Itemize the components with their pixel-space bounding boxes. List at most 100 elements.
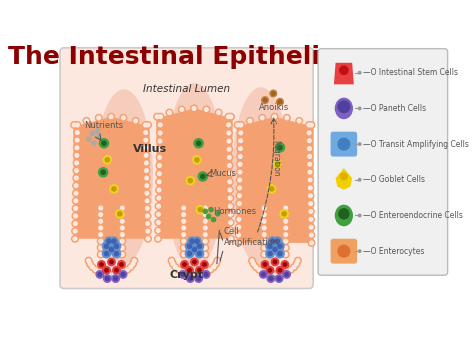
Circle shape (155, 211, 162, 218)
Circle shape (115, 269, 118, 272)
Circle shape (119, 251, 126, 258)
Circle shape (239, 131, 243, 135)
Circle shape (193, 156, 201, 164)
Circle shape (283, 115, 290, 121)
Circle shape (283, 211, 289, 218)
Circle shape (156, 178, 163, 185)
Circle shape (228, 155, 231, 159)
Circle shape (75, 146, 79, 150)
Circle shape (110, 185, 118, 193)
Circle shape (146, 229, 150, 233)
Circle shape (121, 270, 125, 273)
Circle shape (133, 259, 136, 262)
Circle shape (179, 268, 186, 275)
Circle shape (143, 175, 150, 182)
Circle shape (104, 275, 111, 282)
Text: Migration: Migration (271, 140, 280, 177)
Polygon shape (156, 108, 233, 239)
Circle shape (74, 207, 77, 210)
Circle shape (306, 153, 313, 160)
Circle shape (273, 247, 277, 251)
Circle shape (228, 213, 232, 216)
Circle shape (235, 240, 242, 246)
Circle shape (182, 219, 185, 223)
Circle shape (254, 265, 258, 269)
Circle shape (338, 245, 350, 257)
Circle shape (193, 237, 201, 245)
Circle shape (285, 116, 289, 120)
Circle shape (119, 238, 126, 244)
Circle shape (182, 226, 185, 230)
Circle shape (170, 259, 173, 262)
Circle shape (229, 237, 233, 241)
Circle shape (259, 115, 265, 121)
Circle shape (182, 246, 185, 250)
Circle shape (294, 257, 301, 264)
Circle shape (191, 105, 197, 112)
Circle shape (288, 266, 294, 273)
Circle shape (85, 119, 88, 123)
Text: —O Enteroendocrine Cells: —O Enteroendocrine Cells (363, 211, 463, 220)
Circle shape (228, 196, 232, 200)
Circle shape (227, 123, 230, 127)
Circle shape (74, 122, 81, 128)
Circle shape (124, 266, 131, 273)
Circle shape (73, 222, 77, 225)
Circle shape (144, 197, 150, 204)
Circle shape (158, 123, 162, 127)
Circle shape (120, 206, 124, 210)
Circle shape (261, 218, 267, 225)
Circle shape (340, 66, 348, 74)
Circle shape (178, 106, 185, 113)
Circle shape (181, 238, 187, 244)
Circle shape (236, 192, 243, 199)
Circle shape (194, 271, 201, 277)
Circle shape (237, 217, 241, 221)
Circle shape (276, 267, 284, 274)
Circle shape (202, 231, 209, 238)
Circle shape (144, 205, 151, 212)
Circle shape (263, 246, 266, 250)
Circle shape (358, 250, 361, 252)
Circle shape (73, 160, 80, 166)
Circle shape (295, 262, 298, 266)
Circle shape (145, 169, 148, 172)
Circle shape (275, 143, 284, 152)
Circle shape (228, 147, 231, 151)
Circle shape (207, 214, 210, 218)
Circle shape (236, 216, 242, 223)
Circle shape (145, 235, 151, 242)
Circle shape (116, 270, 122, 276)
Text: —O Paneth Cells: —O Paneth Cells (363, 104, 426, 113)
Circle shape (145, 191, 149, 195)
Circle shape (113, 267, 120, 274)
Circle shape (158, 139, 162, 143)
Circle shape (158, 147, 162, 151)
Circle shape (264, 270, 271, 276)
Circle shape (99, 253, 102, 256)
Circle shape (307, 169, 313, 175)
Circle shape (181, 244, 187, 251)
Circle shape (203, 206, 207, 210)
Circle shape (155, 203, 162, 210)
Circle shape (92, 266, 99, 273)
Circle shape (112, 242, 120, 250)
Circle shape (292, 265, 296, 269)
Circle shape (74, 191, 78, 195)
Circle shape (120, 263, 123, 266)
Circle shape (145, 176, 148, 180)
Circle shape (168, 111, 171, 114)
Text: —O Intestinal Stem Cells: —O Intestinal Stem Cells (363, 68, 458, 77)
Circle shape (239, 123, 243, 127)
Circle shape (250, 261, 257, 267)
Circle shape (203, 213, 207, 216)
Circle shape (275, 162, 280, 166)
Circle shape (261, 261, 269, 268)
Circle shape (181, 272, 185, 276)
Circle shape (143, 144, 149, 151)
Circle shape (237, 185, 243, 191)
Circle shape (238, 170, 242, 174)
Circle shape (185, 271, 189, 275)
Circle shape (306, 129, 312, 136)
Circle shape (228, 180, 232, 184)
